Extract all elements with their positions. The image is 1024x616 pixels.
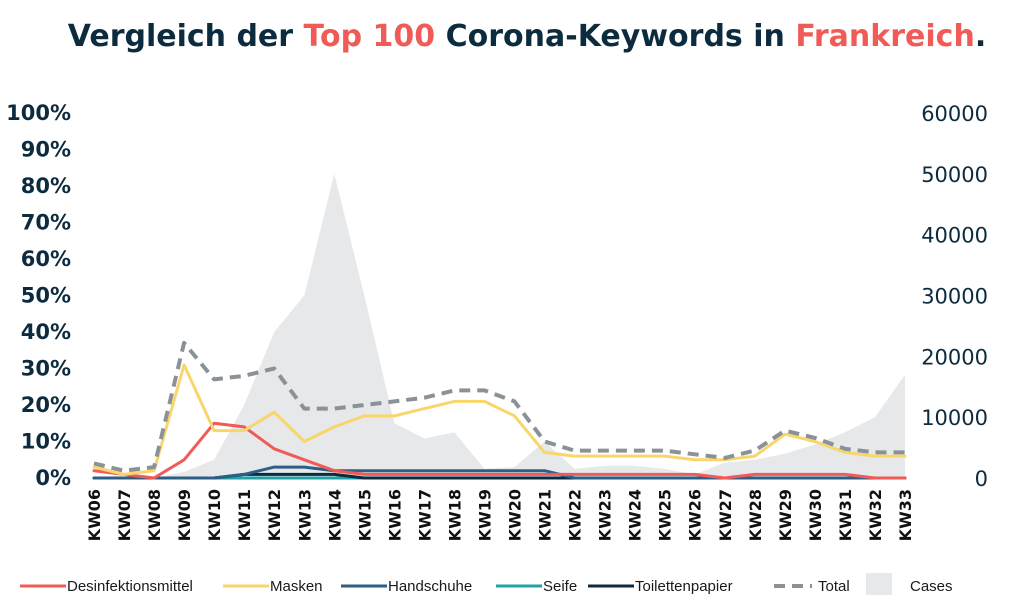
chart-title: Vergleich der Top 100 Corona-Keywords in… [68,19,986,54]
x-tick-label: KW26 [686,489,705,541]
right-tick-label: 0 [975,467,988,491]
x-tick-label: KW10 [205,489,224,541]
legend: Desinfektionsmittel Masken Handschuhe Seife… [20,573,953,595]
x-tick-label: KW23 [596,489,615,541]
x-tick-label: KW16 [385,489,404,541]
left-tick-label: 20% [21,393,71,417]
x-tick-label: KW11 [235,489,254,541]
left-tick-label: 0% [35,466,71,490]
legend-label: Seife [543,578,577,595]
series-line-total [93,340,905,473]
left-tick-label: 50% [21,284,71,308]
x-axis: KW06 KW07 KW08 KW09 KW10 KW11 KW12 KW13 KW14 KW15… [85,489,915,541]
series-lines [92,340,907,480]
right-tick-label: 20000 [921,345,988,369]
legend-swatch-cases [866,573,892,595]
title-part: Top 100 [304,19,436,54]
left-tick-label: 40% [21,320,71,344]
series-line-masken [92,363,907,476]
right-axis: 0 10000 20000 30000 40000 50000 60000 [921,102,988,491]
left-tick-label: 80% [21,174,71,198]
left-axis: 0% 10% 20% 30% 40% 50% 60% 70% 80% 90% 100% [6,101,71,490]
legend-label: Handschuhe [388,578,472,595]
title-part: Corona-Keywords in [435,19,795,54]
right-tick-label: 50000 [921,163,988,187]
left-tick-label: 30% [21,357,71,381]
legend-label: Toilettenpapier [635,578,733,595]
series-cases-area [94,173,905,479]
right-tick-label: 60000 [921,102,988,126]
x-tick-label: KW33 [896,489,915,541]
legend-label: Total [818,578,850,595]
x-tick-label: KW25 [656,489,675,541]
right-tick-label: 10000 [921,406,988,430]
title-part: . [975,19,986,54]
cases-area-layer [94,173,905,479]
x-tick-label: KW20 [506,489,525,541]
x-tick-label: KW13 [295,489,314,541]
x-tick-label: KW15 [355,489,374,541]
x-tick-label: KW08 [145,489,164,541]
series-line-desinfektionsmittel [92,421,907,480]
x-tick-label: KW22 [566,489,585,541]
x-tick-label: KW12 [265,489,284,541]
left-tick-label: 60% [21,247,71,271]
x-tick-label: KW27 [716,489,735,541]
series-line-handschuhe [92,465,907,480]
legend-label: Desinfektionsmittel [67,578,193,595]
left-tick-label: 70% [21,211,71,235]
x-tick-label: KW06 [85,489,104,541]
x-tick-label: KW17 [415,489,434,541]
x-tick-label: KW32 [866,489,885,541]
right-tick-label: 30000 [921,285,988,309]
left-tick-label: 90% [21,138,71,162]
x-tick-label: KW29 [776,489,795,541]
x-tick-label: KW31 [836,489,855,541]
title-part: Vergleich der [68,19,304,54]
x-tick-label: KW09 [175,489,194,541]
x-tick-label: KW28 [746,489,765,541]
x-tick-label: KW14 [325,489,344,541]
x-tick-label: KW07 [115,489,134,541]
legend-label: Masken [270,578,323,595]
legend-label: Cases [910,578,953,595]
left-tick-label: 10% [21,430,71,454]
x-tick-label: KW30 [806,489,825,541]
left-tick-label: 100% [6,101,71,125]
x-tick-label: KW18 [445,489,464,541]
x-tick-label: KW21 [536,489,555,541]
title-part: Frankreich [795,19,975,54]
x-tick-label: KW19 [475,489,494,541]
right-tick-label: 40000 [921,224,988,248]
x-tick-label: KW24 [626,489,645,541]
